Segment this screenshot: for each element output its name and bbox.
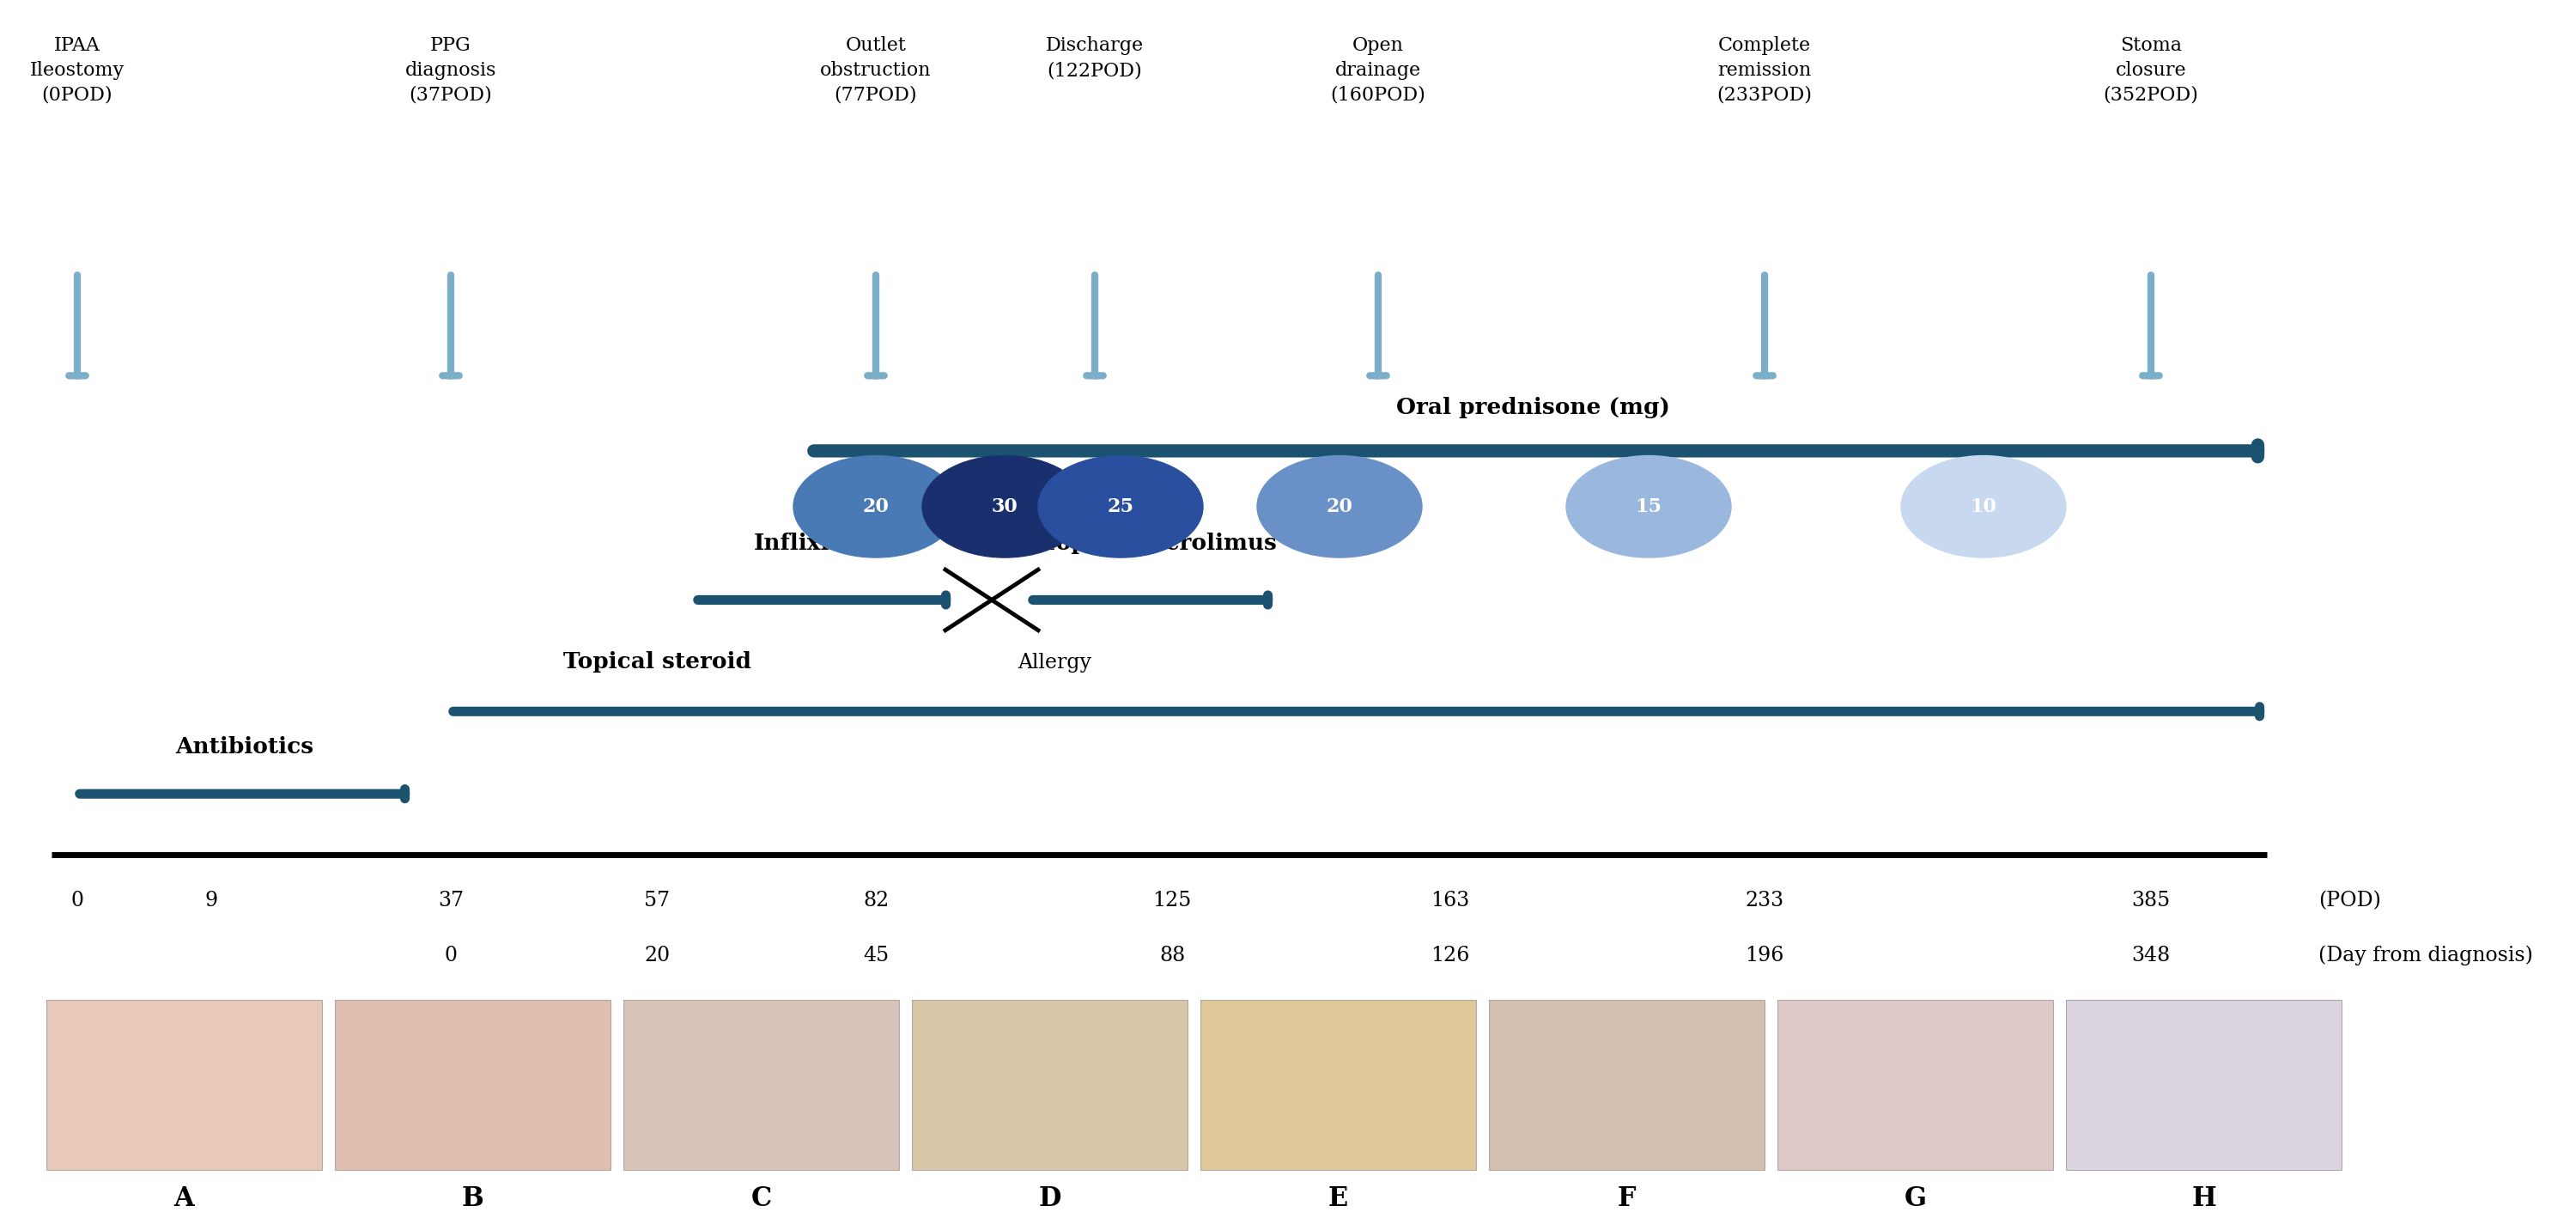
Ellipse shape — [1257, 456, 1422, 558]
Text: 125: 125 — [1151, 891, 1193, 910]
Text: 25: 25 — [1108, 497, 1133, 516]
FancyBboxPatch shape — [1200, 1000, 1476, 1170]
Ellipse shape — [793, 456, 958, 558]
Ellipse shape — [1038, 456, 1203, 558]
Text: Stoma
closure
(352POD): Stoma closure (352POD) — [2105, 36, 2197, 104]
Text: 163: 163 — [1430, 891, 1471, 910]
Ellipse shape — [1901, 456, 2066, 558]
Ellipse shape — [1566, 456, 1731, 558]
Text: Topical tacrolimus: Topical tacrolimus — [1041, 532, 1278, 554]
Text: D: D — [1038, 1185, 1061, 1212]
Text: PPG
diagnosis
(37POD): PPG diagnosis (37POD) — [404, 36, 497, 104]
Text: B: B — [461, 1185, 484, 1212]
Text: 126: 126 — [1430, 945, 1471, 965]
Text: 20: 20 — [863, 497, 889, 516]
FancyBboxPatch shape — [1489, 1000, 1765, 1170]
FancyBboxPatch shape — [46, 1000, 322, 1170]
Text: Infliximab: Infliximab — [755, 532, 884, 554]
Text: 45: 45 — [863, 945, 889, 965]
Text: Discharge
(122POD): Discharge (122POD) — [1046, 36, 1144, 80]
Text: 233: 233 — [1744, 891, 1785, 910]
Text: 196: 196 — [1744, 945, 1785, 965]
Text: G: G — [1904, 1185, 1927, 1212]
Text: Complete
remission
(233POD): Complete remission (233POD) — [1716, 36, 1814, 104]
Text: Open
drainage
(160POD): Open drainage (160POD) — [1332, 36, 1425, 104]
Text: Topical steroid: Topical steroid — [562, 651, 752, 673]
FancyBboxPatch shape — [1777, 1000, 2053, 1170]
Text: 0: 0 — [443, 945, 459, 965]
Text: 20: 20 — [644, 945, 670, 965]
Text: Outlet
obstruction
(77POD): Outlet obstruction (77POD) — [819, 36, 933, 104]
Text: 82: 82 — [863, 891, 889, 910]
Text: 15: 15 — [1636, 497, 1662, 516]
Text: 57: 57 — [644, 891, 670, 910]
Text: (POD): (POD) — [2318, 891, 2380, 910]
Text: 9: 9 — [204, 891, 219, 910]
Text: 37: 37 — [438, 891, 464, 910]
Text: H: H — [2192, 1185, 2215, 1212]
FancyBboxPatch shape — [623, 1000, 899, 1170]
Text: (Day from diagnosis): (Day from diagnosis) — [2318, 945, 2532, 966]
Ellipse shape — [922, 456, 1087, 558]
Text: E: E — [1329, 1185, 1347, 1212]
FancyBboxPatch shape — [335, 1000, 611, 1170]
Text: Antibiotics: Antibiotics — [175, 736, 314, 758]
Text: Oral prednisone (mg): Oral prednisone (mg) — [1396, 396, 1669, 418]
Text: 0: 0 — [72, 891, 82, 910]
Text: 88: 88 — [1159, 945, 1185, 965]
Text: 348: 348 — [2130, 945, 2172, 965]
Text: 20: 20 — [1327, 497, 1352, 516]
Text: Allergy: Allergy — [1018, 653, 1092, 673]
Text: IPAA
Ileostomy
(0POD): IPAA Ileostomy (0POD) — [31, 36, 124, 104]
FancyBboxPatch shape — [2066, 1000, 2342, 1170]
Text: A: A — [175, 1185, 193, 1212]
Text: C: C — [750, 1185, 773, 1212]
Text: F: F — [1618, 1185, 1636, 1212]
Text: 385: 385 — [2130, 891, 2172, 910]
FancyBboxPatch shape — [912, 1000, 1188, 1170]
Text: 30: 30 — [992, 497, 1018, 516]
Text: 10: 10 — [1971, 497, 1996, 516]
